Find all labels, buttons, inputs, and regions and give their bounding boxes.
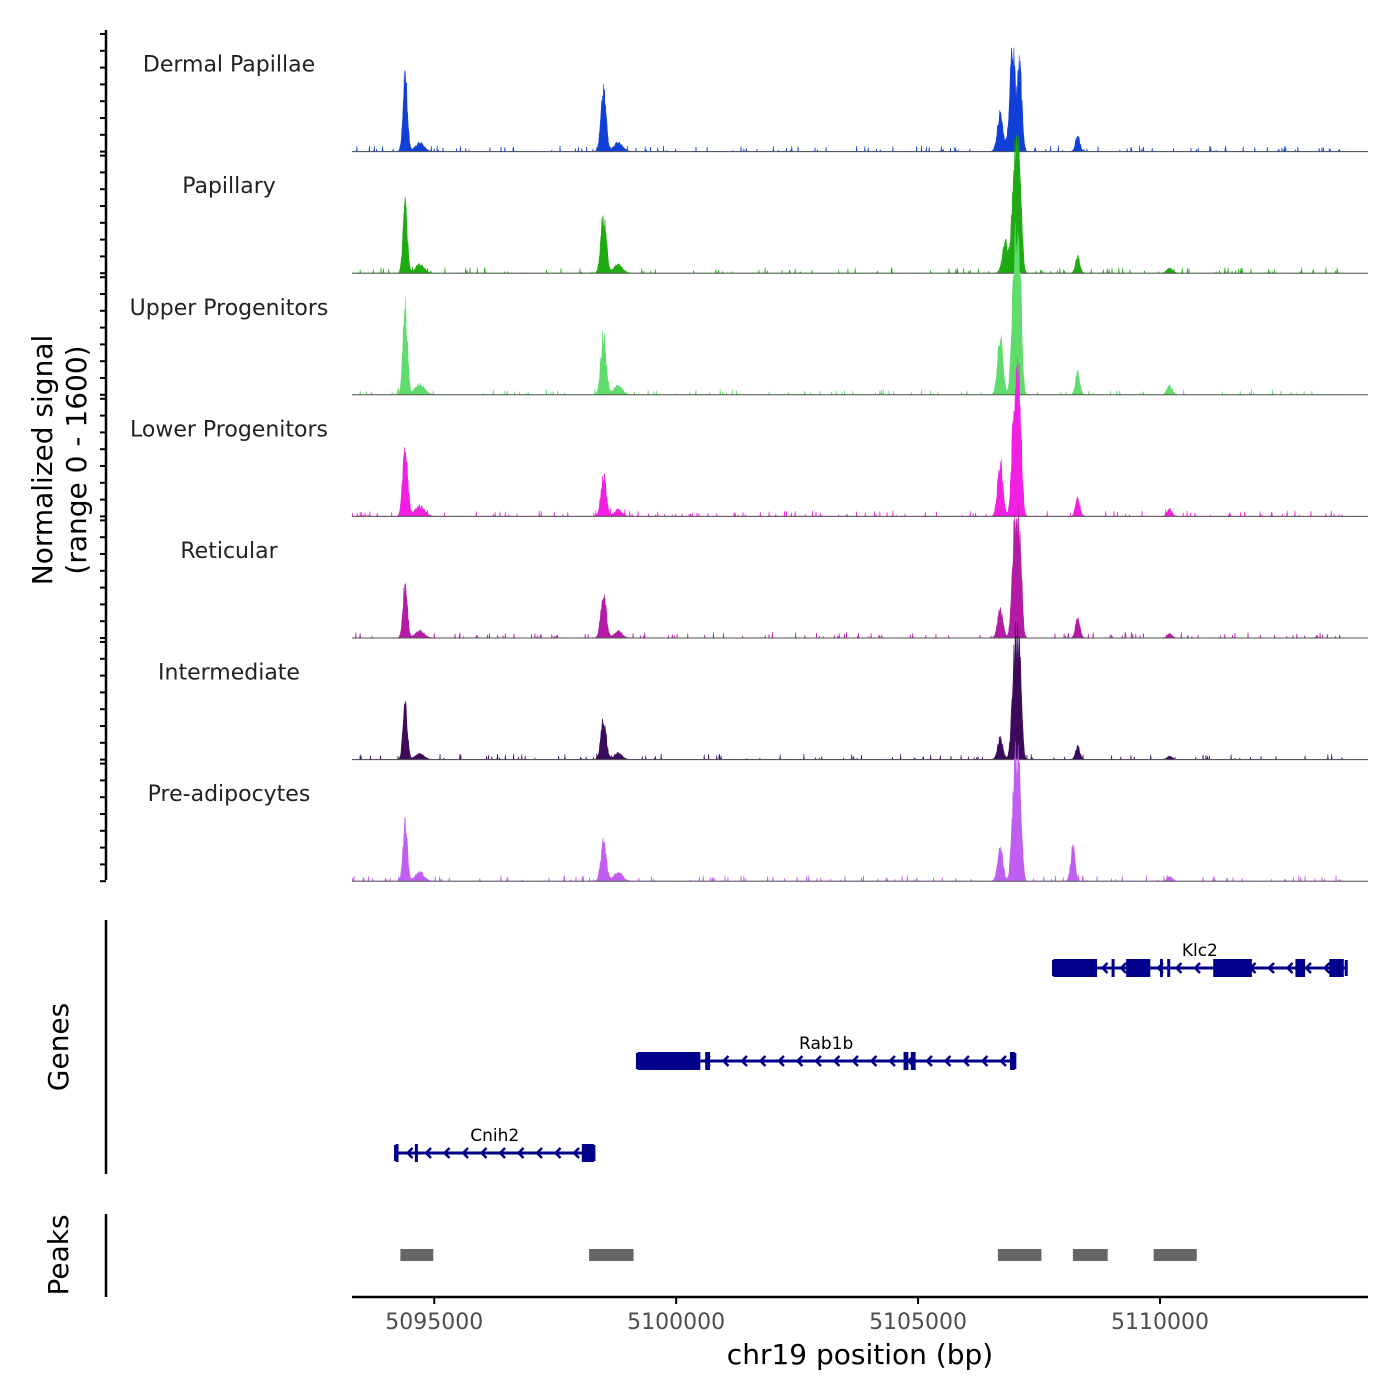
exon <box>1213 959 1252 977</box>
strand-arrow <box>740 1055 748 1067</box>
coverage-area <box>351 504 1368 639</box>
exon <box>414 1144 418 1162</box>
peak-track <box>400 1249 1197 1261</box>
coverage-area <box>351 356 1368 518</box>
strand-arrow <box>925 1055 933 1067</box>
peak-region <box>589 1249 634 1261</box>
gene-label: Rab1b <box>799 1034 853 1054</box>
exon <box>1295 959 1306 977</box>
strand-arrow <box>814 1055 822 1067</box>
strand-arrow <box>1285 962 1294 974</box>
exon <box>1167 959 1171 977</box>
track-label: Upper Progenitors <box>130 296 329 321</box>
exon <box>637 1052 701 1070</box>
coverage-area <box>351 741 1368 882</box>
track-label: Reticular <box>180 539 278 564</box>
coverage-area <box>351 621 1368 761</box>
strand-arrow <box>869 1055 878 1067</box>
exon <box>1159 959 1163 977</box>
exon <box>903 1052 909 1070</box>
strand-arrow <box>424 1147 432 1159</box>
strand-arrow <box>943 1055 952 1067</box>
strand-arrow <box>572 1147 580 1159</box>
exon <box>1126 959 1151 977</box>
strand-arrow <box>721 1055 730 1067</box>
strand-arrow <box>535 1147 543 1159</box>
strand-arrow <box>832 1055 841 1067</box>
y-axis-title-line2: (range 0 - 1600) <box>60 345 93 574</box>
track-label: Lower Progenitors <box>130 417 328 442</box>
peak-region <box>1072 1249 1108 1261</box>
strand-arrow <box>962 1055 970 1067</box>
strand-arrow <box>516 1147 525 1159</box>
y-axis-title-line1: Normalized signal <box>26 335 59 586</box>
peak-region <box>997 1249 1042 1261</box>
exon <box>705 1052 711 1070</box>
strand-arrow <box>1304 962 1312 974</box>
exon <box>1329 959 1344 977</box>
strand-arrow <box>1119 962 1127 974</box>
exon <box>1053 959 1098 977</box>
strand-arrow <box>758 1055 767 1067</box>
exon <box>395 1144 399 1162</box>
peak-region <box>400 1249 434 1261</box>
strand-arrow <box>498 1147 506 1159</box>
track-label: Intermediate <box>158 661 300 686</box>
exon <box>1111 959 1115 977</box>
track-label: Pre-adipocytes <box>148 782 311 807</box>
gene-track: Klc2 Rab1b Cnih2 <box>394 941 1348 1162</box>
peaks-track-label: Peaks <box>42 1214 75 1295</box>
strand-arrow <box>851 1055 859 1067</box>
coverage-area <box>351 223 1368 396</box>
strand-arrow <box>553 1147 562 1159</box>
coverage-tracks: Dermal Papillae Papillary Upper Progenitor… <box>130 47 1368 882</box>
strand-arrow <box>1100 962 1109 974</box>
track-label: Papillary <box>182 174 276 199</box>
coverage-area <box>351 47 1368 153</box>
strand-arrow <box>980 1055 989 1067</box>
peak-region <box>1153 1249 1197 1261</box>
strand-arrow <box>461 1147 469 1159</box>
axes: 5095000 5100000 5105000 5110000 <box>100 30 1368 1335</box>
strand-arrow <box>888 1055 896 1067</box>
strand-arrow <box>777 1055 785 1067</box>
genes-track-label: Genes <box>42 1003 75 1091</box>
x-tick-label: 5105000 <box>869 1310 967 1335</box>
x-tick-label: 5095000 <box>385 1310 483 1335</box>
strand-arrow <box>405 1147 414 1159</box>
exon <box>1009 1052 1015 1070</box>
x-tick-label: 5100000 <box>627 1310 725 1335</box>
strand-arrow <box>999 1055 1007 1067</box>
track-label: Dermal Papillae <box>143 53 315 78</box>
exon <box>910 1052 916 1070</box>
x-tick-label: 5110000 <box>1111 1310 1209 1335</box>
coverage-area <box>351 134 1368 274</box>
strand-arrow <box>795 1055 804 1067</box>
strand-arrow <box>1267 962 1275 974</box>
strand-arrow <box>1174 962 1183 974</box>
exon <box>581 1144 594 1162</box>
gene-label: Klc2 <box>1182 941 1218 961</box>
x-axis-title: chr19 position (bp) <box>727 1338 993 1371</box>
strand-arrow <box>1193 962 1201 974</box>
strand-arrow <box>479 1147 488 1159</box>
strand-arrow <box>442 1147 451 1159</box>
gene-label: Cnih2 <box>470 1126 519 1146</box>
strand-arrow <box>1322 962 1331 974</box>
